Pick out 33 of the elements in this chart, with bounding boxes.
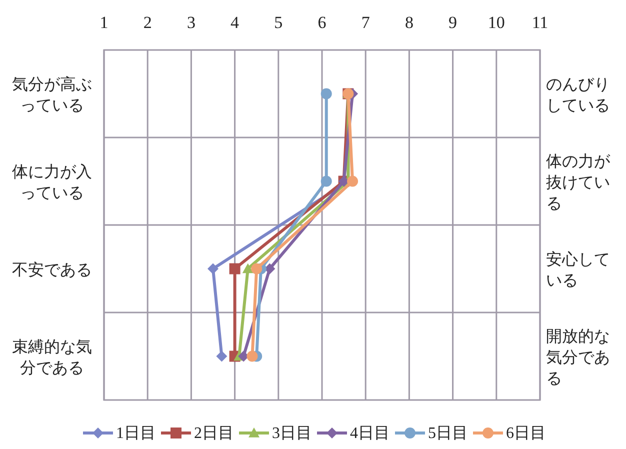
y-tick-label: 束縛的な気分である: [12, 338, 92, 377]
point: [208, 263, 218, 274]
point: [320, 176, 332, 187]
y2-tick-label: のんびりしている: [546, 76, 610, 114]
point: [251, 263, 262, 274]
point: [229, 263, 240, 274]
legend-label: 1日目: [116, 425, 156, 442]
legend-label: 5日目: [428, 425, 468, 442]
x-tick-label: 5: [274, 13, 283, 32]
point: [347, 176, 358, 187]
legend-label: 3日目: [272, 425, 312, 442]
x-tick-label: 1: [100, 13, 108, 32]
y2-tick-label: 安心している: [546, 250, 610, 290]
y-tick-label: 体に力が入っている: [12, 162, 92, 202]
x-tick-label: 2: [143, 13, 152, 32]
y-tick-label: 不安である: [12, 260, 92, 279]
legend-label: 6日目: [506, 425, 546, 442]
x-tick-label: 9: [448, 13, 458, 32]
x-tick-label: 11: [532, 13, 548, 32]
x-tick-label: 4: [230, 13, 240, 32]
x-tick-label: 7: [361, 13, 370, 32]
legend-label: 4日目: [350, 425, 390, 442]
x-tick-label: 6: [318, 13, 326, 32]
point: [320, 88, 332, 100]
point: [216, 350, 228, 362]
x-tick-label: 3: [186, 13, 196, 32]
x-tick-label: 10: [488, 13, 505, 32]
y-tick-label: 気分が高ぶっている: [12, 75, 92, 114]
y2-tick-label: 開放的な気分である: [546, 328, 610, 388]
point: [246, 350, 258, 362]
y2-tick-label: 体の力が抜けている: [546, 152, 611, 212]
legend-label: 2日目: [194, 425, 234, 442]
x-tick-label: 8: [404, 13, 414, 32]
